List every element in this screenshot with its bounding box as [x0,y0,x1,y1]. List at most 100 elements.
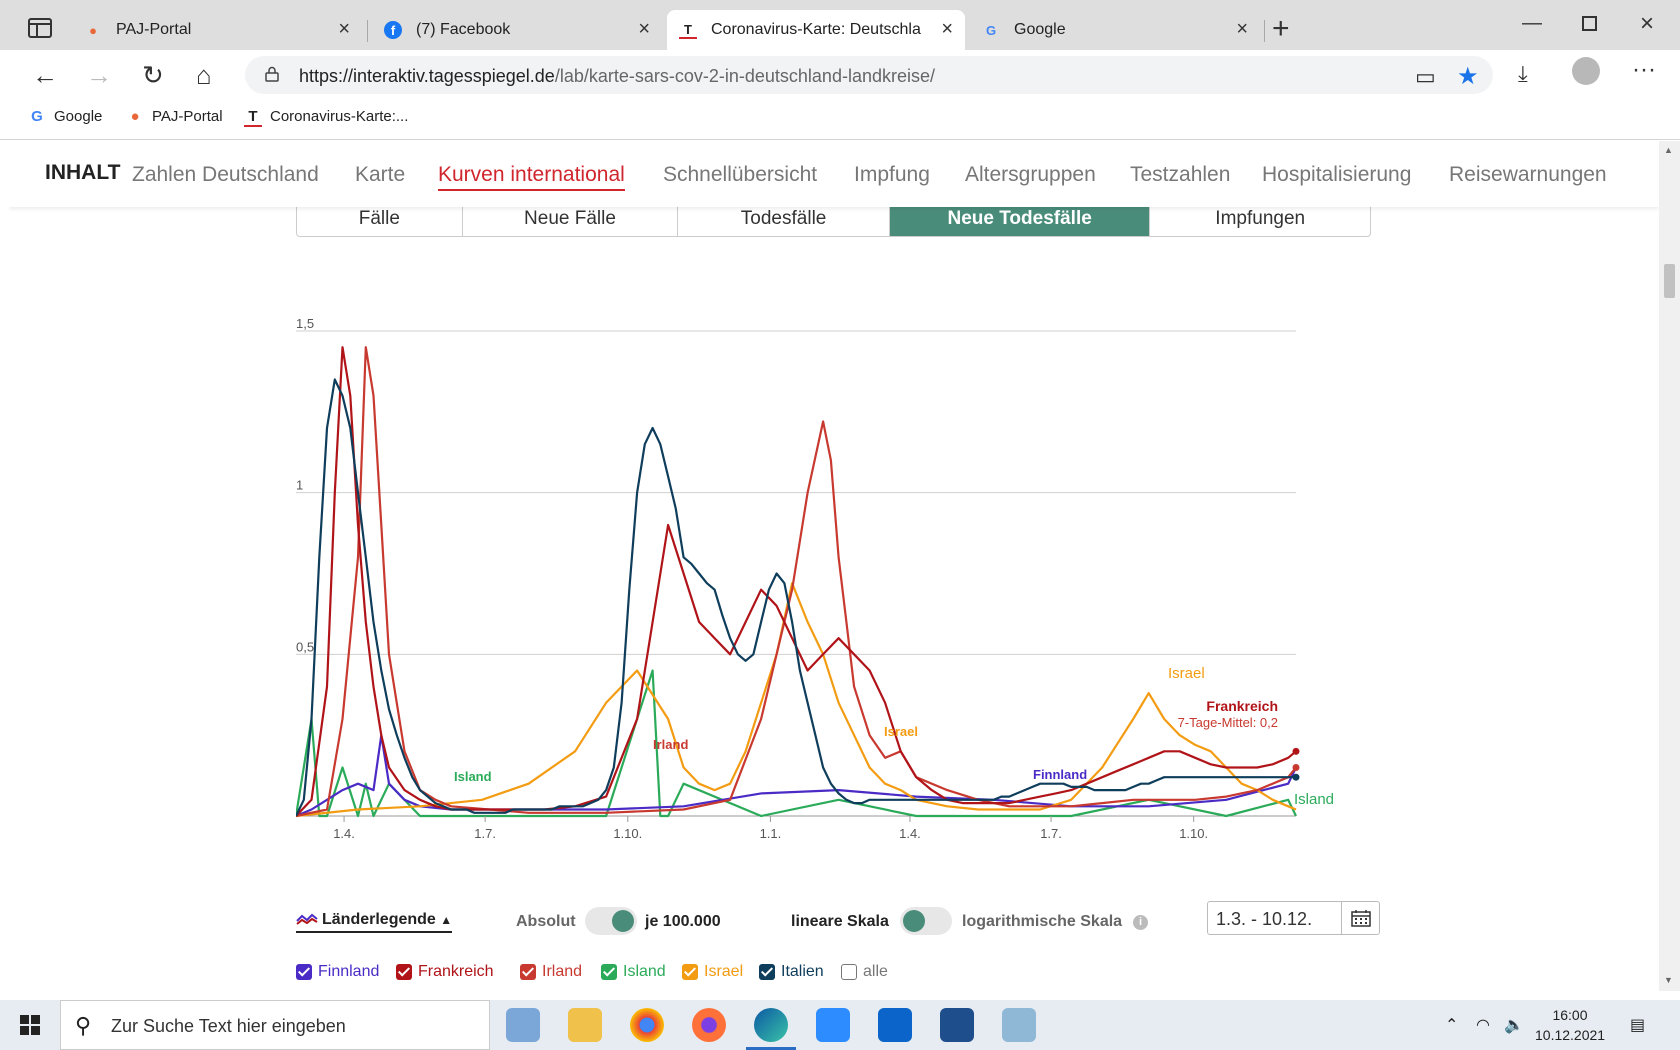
facebook-icon: f [384,21,402,39]
taskbar-search[interactable]: ⚲ Zur Suche Text hier eingeben [60,1000,490,1050]
new-tab-button[interactable]: + [1272,12,1290,45]
bookmark-coronavirus-karte[interactable]: T Coronavirus-Karte:... [244,108,408,127]
maximize-icon[interactable] [1582,16,1597,31]
task-view-icon[interactable] [506,1008,540,1042]
download-icon[interactable]: ⤓ [1518,61,1528,86]
home-icon[interactable]: ⌂ [196,60,212,90]
checkbox-box[interactable] [841,964,857,980]
checkbox-box[interactable] [682,964,698,980]
deaths-line-chart[interactable]: 0,5 1 1,5 1.4. 1.7. 1.10. 1.1. 1.4. 1.7. 1.10. I… [296,316,1396,876]
nav-item-kurven-international[interactable]: Kurven international [438,163,625,191]
checkbox-alle[interactable]: alle [841,963,888,981]
checkbox-israel[interactable]: Israel [682,963,743,981]
tab-coronavirus-karte[interactable]: T Coronavirus-Karte: Deutschlandw × [667,10,965,50]
zoom-icon[interactable] [816,1008,850,1042]
reload-icon[interactable]: ↻ [142,60,164,90]
calendar-icon[interactable] [1341,902,1379,934]
checkbox-box[interactable] [601,964,617,980]
tab-neue-faelle[interactable]: Neue Fälle [463,193,679,236]
search-placeholder: Zur Suche Text hier eingeben [111,1016,346,1036]
tray-chevron-icon[interactable]: ⌃ [1445,1017,1459,1034]
tab-faelle[interactable]: Fälle [297,193,463,236]
chrome-icon[interactable] [630,1008,664,1042]
checkbox-island[interactable]: Island [601,963,666,981]
log-scale-label: logarithmische Skala [962,913,1123,930]
location-pin-icon: ● [130,108,140,125]
tab-todesfaelle[interactable]: Todesfälle [678,193,890,236]
tab-google[interactable]: G Google × [970,10,1260,50]
more-menu-icon[interactable]: ··· [1632,56,1656,83]
photos-icon[interactable] [940,1008,974,1042]
checkbox-box[interactable] [396,964,412,980]
scale-toggle[interactable] [900,907,952,935]
checkbox-frankreich[interactable]: Frankreich [396,963,494,981]
nav-item-testzahlen[interactable]: Testzahlen [1130,163,1231,186]
url-field[interactable]: https://interaktiv.tagesspiegel.de/lab/k… [245,56,1493,94]
close-icon[interactable]: × [638,18,650,40]
vertical-scrollbar[interactable]: ▲ ▼ [1659,141,1680,991]
date-range-picker[interactable]: 1.3. - 10.12. [1207,901,1380,935]
location-pin-icon: ● [89,22,97,38]
checkbox-finnland[interactable]: Finnland [296,963,379,981]
series-line-italien[interactable] [296,378,1296,817]
checkbox-irland[interactable]: Irland [520,963,582,981]
tab-paj-portal[interactable]: ● PAJ-Portal × [72,10,362,50]
lock-icon[interactable] [265,66,279,82]
series-annotation: Israel [1168,665,1205,682]
notes-icon[interactable] [1002,1008,1036,1042]
close-icon[interactable]: × [941,18,953,40]
notifications-icon[interactable]: ▤ [1630,1017,1646,1034]
series-line-israel[interactable] [296,582,1297,818]
absolute-per100k-toggle[interactable] [585,907,637,935]
scrollbar-thumb[interactable] [1664,264,1675,298]
back-icon[interactable]: ← [32,60,58,90]
series-line-irland[interactable] [296,346,1297,818]
volume-icon[interactable]: 🔈 [1504,1017,1524,1034]
scroll-down-icon[interactable]: ▼ [1664,975,1673,985]
firefox-icon[interactable] [692,1008,726,1042]
x-tick-label: 1.4. [899,826,921,841]
series-line-island[interactable] [296,669,1297,818]
checkbox-box[interactable] [520,964,536,980]
tab-facebook[interactable]: f (7) Facebook × [372,10,662,50]
edge-icon[interactable] [746,1008,796,1050]
country-legend-toggle[interactable]: Länderlegende ▲ [296,911,453,933]
tab-impfungen[interactable]: Impfungen [1215,207,1306,229]
nav-item-altersgruppen[interactable]: Altersgruppen [965,163,1096,186]
nav-item-reisewarnungen[interactable]: Reisewarnungen [1449,163,1607,186]
windows-start-icon[interactable] [20,1015,40,1035]
nav-item-karte[interactable]: Karte [355,163,406,186]
checkbox-box[interactable] [759,964,775,980]
minimize-icon[interactable]: — [1522,12,1542,34]
bookmark-google[interactable]: G Google [28,108,102,125]
reader-view-icon[interactable]: ▭ [1415,64,1436,89]
taskbar-clock[interactable]: 16:00 10.12.2021 [1535,1005,1605,1045]
nav-item-zahlen-deutschland[interactable]: Zahlen Deutschland [132,163,319,186]
x-tick-label: 1.1. [760,826,782,841]
nav-item-hospitalisierung[interactable]: Hospitalisierung [1262,163,1412,186]
nav-item-impfung[interactable]: Impfung [854,163,930,186]
close-icon[interactable]: × [338,18,350,40]
country-checkboxes: Finnland Frankreich Irland Island Israel… [296,963,1396,989]
checkbox-box[interactable] [296,964,312,980]
mail-icon[interactable] [878,1008,912,1042]
tab-label: (7) Facebook [416,21,511,38]
series-line-frankreich[interactable] [296,346,1297,817]
nav-item-schnelluebersicht[interactable]: Schnellübersicht [663,163,818,186]
info-icon[interactable]: i [1133,915,1148,930]
file-explorer-icon[interactable] [568,1008,602,1042]
absolute-label: Absolut [516,913,576,930]
google-icon: G [31,108,43,125]
tab-actions-icon[interactable] [28,18,52,38]
google-icon: G [985,22,997,38]
scroll-up-icon[interactable]: ▲ [1664,145,1673,155]
checkbox-italien[interactable]: Italien [759,963,824,981]
favorite-star-icon[interactable]: ★ [1457,63,1479,90]
profile-avatar[interactable] [1572,57,1600,85]
bookmark-paj-portal[interactable]: ● PAJ-Portal [126,108,222,125]
close-icon[interactable]: × [1236,18,1248,40]
forward-icon[interactable]: → [86,60,112,90]
network-icon[interactable]: ◠ [1476,1017,1490,1034]
window-close-icon[interactable]: × [1640,10,1655,37]
browser-tab-bar: ● PAJ-Portal × f (7) Facebook × T Corona… [0,0,1680,50]
